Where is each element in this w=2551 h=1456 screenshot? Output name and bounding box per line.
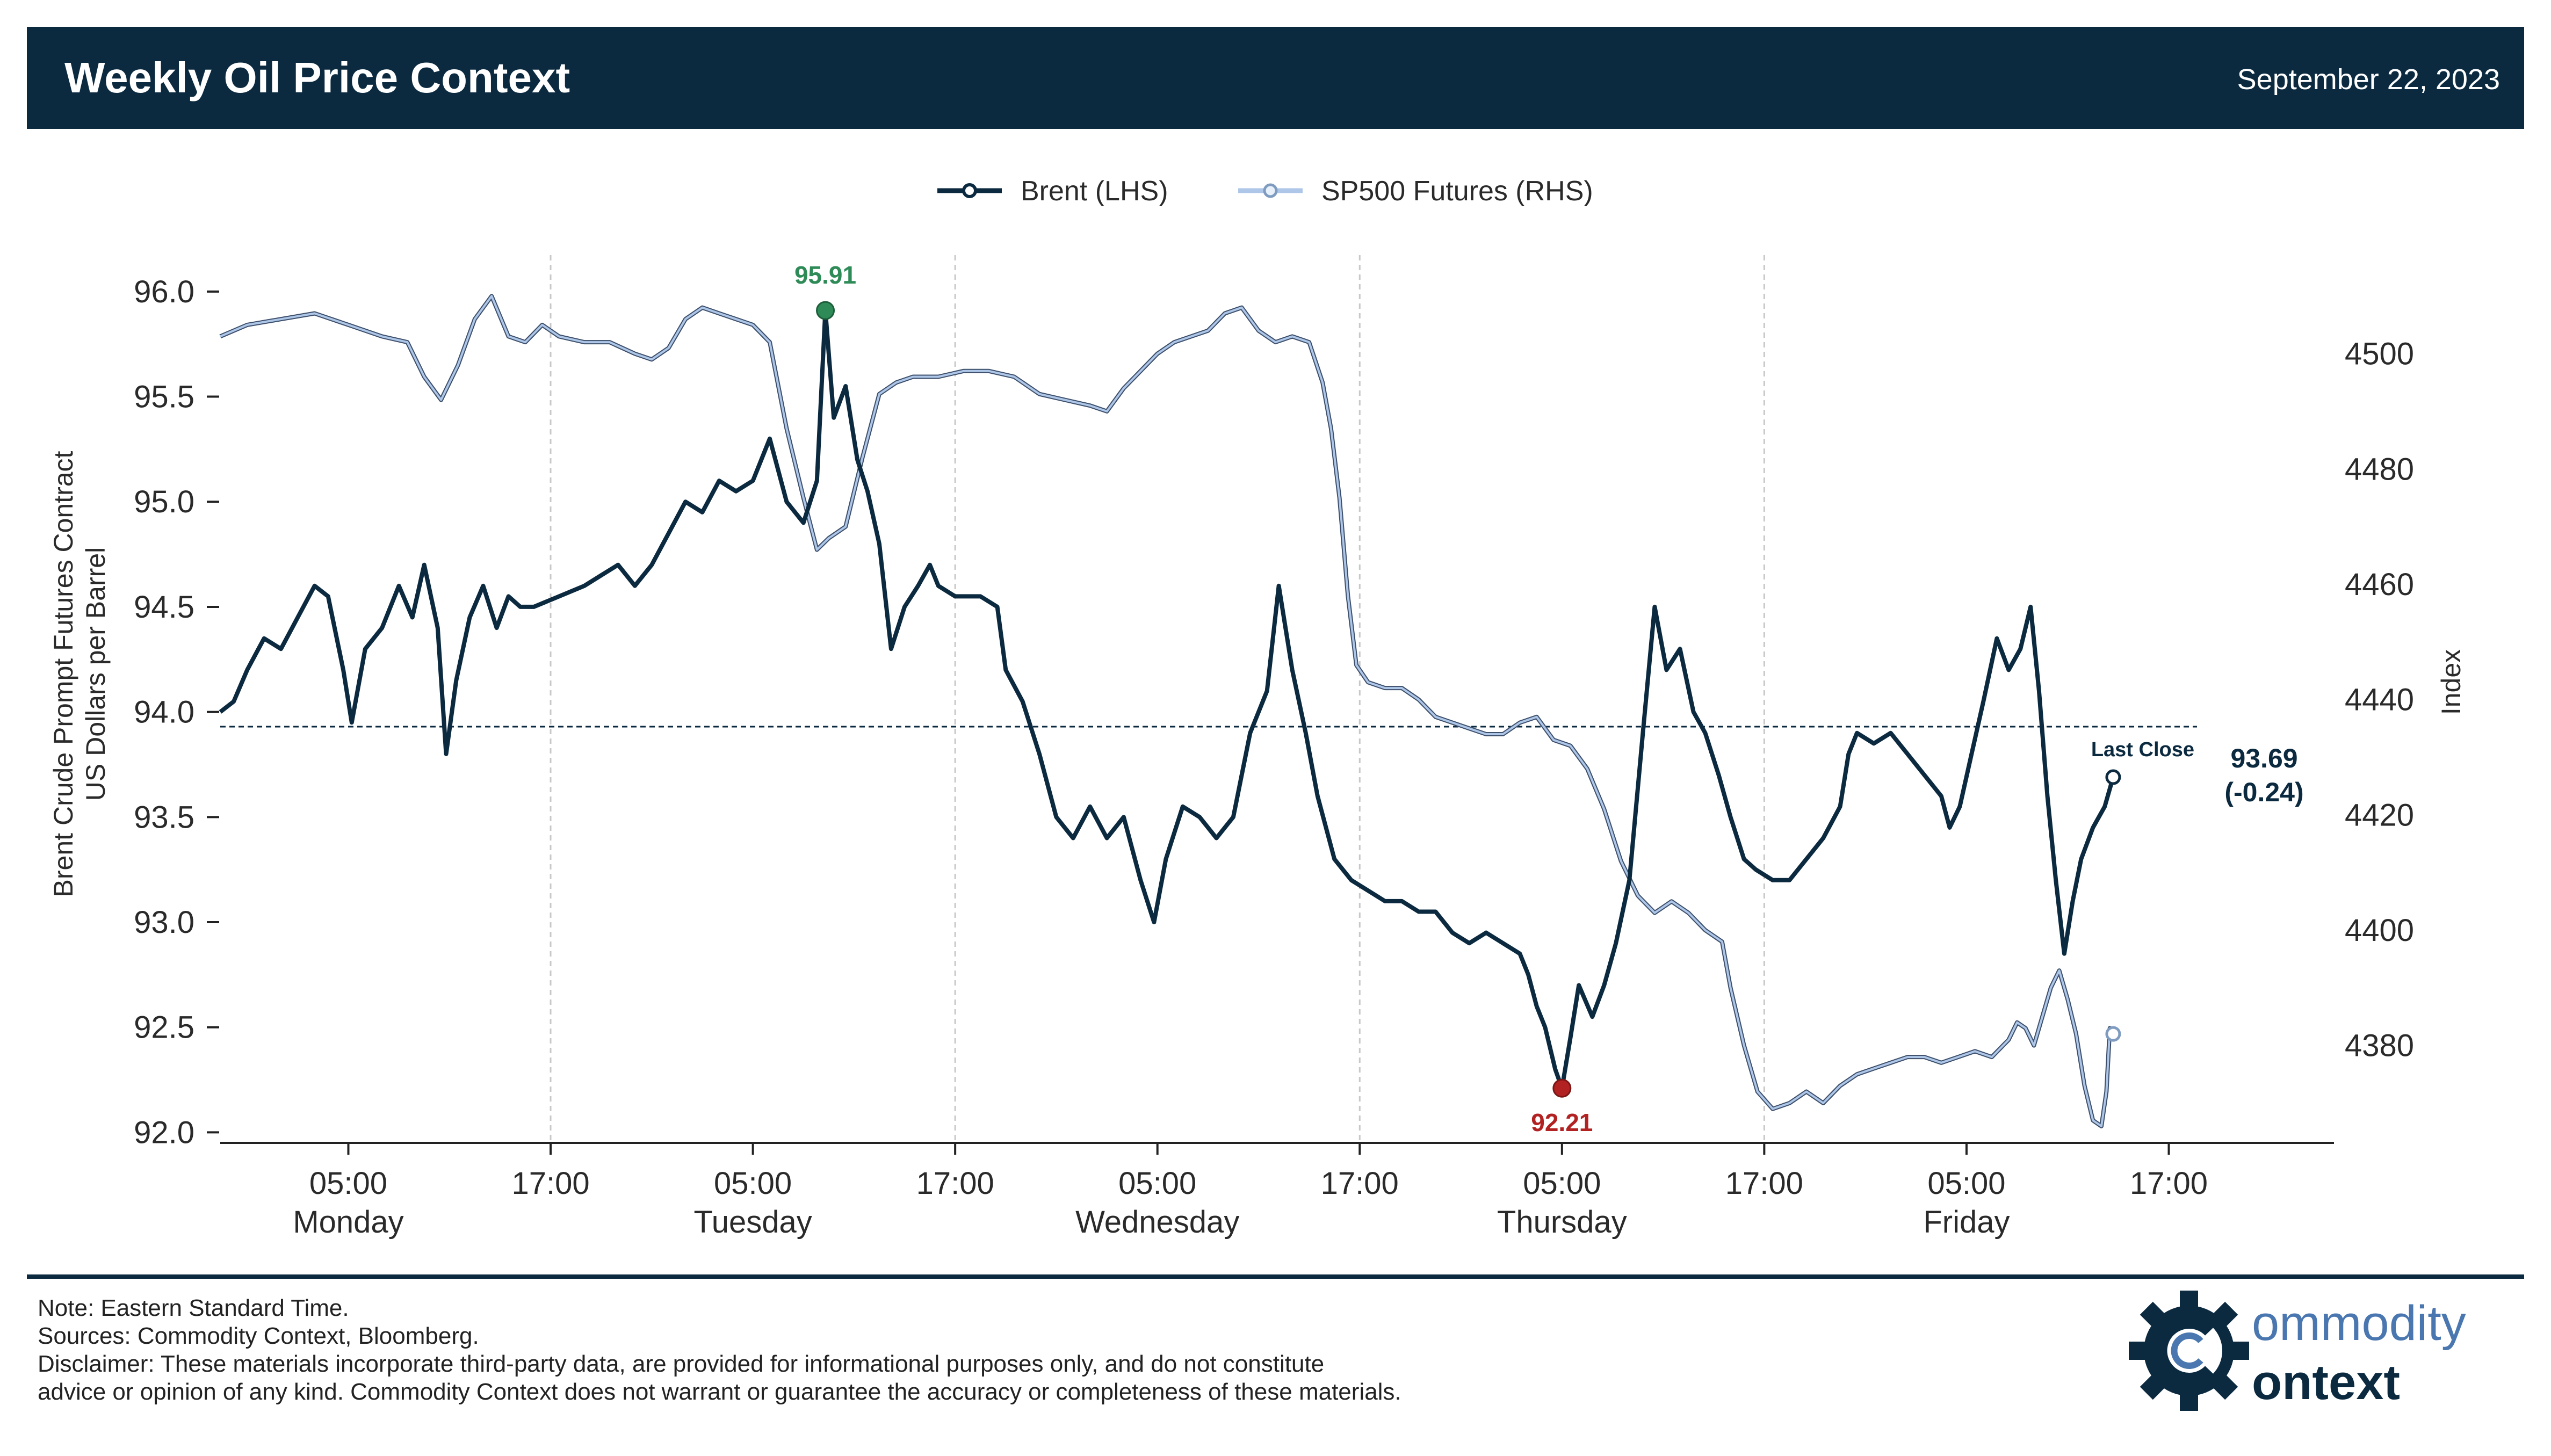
x-tick-time: 17:00 bbox=[2130, 1166, 2208, 1201]
legend-brent-marker bbox=[962, 183, 977, 198]
right-tick-label: 4420 bbox=[2345, 798, 2414, 832]
left-tick-label: 92.0 bbox=[134, 1115, 194, 1150]
chart-date: September 22, 2023 bbox=[2237, 63, 2500, 96]
left-tick-label: 95.0 bbox=[134, 484, 194, 519]
x-tick-time: 17:00 bbox=[916, 1166, 994, 1201]
x-tick-time: 05:00 bbox=[714, 1166, 792, 1201]
series-sp500-outline bbox=[219, 294, 2115, 1128]
right-tick-label: 4400 bbox=[2345, 913, 2414, 948]
x-tick-time: 05:00 bbox=[1523, 1166, 1601, 1201]
left-tick-label: 93.5 bbox=[134, 800, 194, 835]
left-tick-label: 93.0 bbox=[134, 905, 194, 940]
left-tick-label: 95.5 bbox=[134, 380, 194, 415]
x-tick-day: Monday bbox=[293, 1205, 403, 1240]
right-tick-label: 4460 bbox=[2345, 567, 2414, 602]
sp500-end-marker bbox=[2105, 1026, 2121, 1042]
legend-sp500-label: SP500 Futures (RHS) bbox=[1321, 176, 1593, 207]
x-tick-day: Tuesday bbox=[693, 1205, 812, 1240]
disclaimer-line1: Disclaimer: These materials incorporate … bbox=[38, 1351, 1325, 1377]
commodity-context-logo: ommodity ontext bbox=[2129, 1291, 2466, 1411]
left-axis-label-line1: Brent Crude Prompt Futures Contract bbox=[48, 451, 78, 897]
last-close-label: Last Close bbox=[2091, 738, 2194, 761]
last-value-label: 93.69 bbox=[2230, 743, 2297, 773]
left-axis-label-line2: US Dollars per Barrel bbox=[81, 547, 111, 801]
high-label: 95.91 bbox=[794, 261, 856, 289]
right-axis-ticks: 4380 4400 4420 4440 4460 4480 4500 bbox=[2345, 337, 2414, 1063]
x-tick-day: Thursday bbox=[1497, 1205, 1627, 1240]
footer-notes: Note: Eastern Standard Time. Sources: Co… bbox=[38, 1294, 1401, 1406]
footer-divider bbox=[27, 1274, 2524, 1279]
disclaimer-line2: advice or opinion of any kind. Commodity… bbox=[38, 1379, 1401, 1405]
right-tick-label: 4380 bbox=[2345, 1028, 2414, 1063]
left-axis-ticks: 92.0 92.5 93.0 93.5 94.0 94.5 95.0 95.5 96.0 bbox=[134, 274, 219, 1150]
legend: Brent (LHS) SP500 Futures (RHS) bbox=[937, 176, 1593, 207]
logo-word2: ontext bbox=[2252, 1355, 2400, 1410]
chart-title: Weekly Oil Price Context bbox=[64, 54, 570, 102]
x-tick-time: 05:00 bbox=[1118, 1166, 1196, 1201]
x-tick-day: Friday bbox=[1923, 1205, 2010, 1240]
low-label: 92.21 bbox=[1531, 1109, 1593, 1136]
legend-sp500-marker bbox=[1263, 183, 1278, 198]
series-brent-line bbox=[219, 308, 2115, 1091]
x-tick-time: 17:00 bbox=[1725, 1166, 1803, 1201]
note-text: Note: Eastern Standard Time. bbox=[38, 1295, 349, 1321]
x-tick-time: 05:00 bbox=[1927, 1166, 2005, 1201]
right-tick-label: 4440 bbox=[2345, 683, 2414, 718]
gear-icon bbox=[2129, 1291, 2249, 1411]
sources-text: Sources: Commodity Context, Bloomberg. bbox=[38, 1323, 479, 1349]
vertical-gridlines bbox=[550, 255, 1765, 1143]
header-bar: Weekly Oil Price Context September 22, 2… bbox=[27, 27, 2524, 129]
logo-word1: ommodity bbox=[2252, 1296, 2466, 1351]
right-tick-label: 4500 bbox=[2345, 337, 2414, 372]
x-tick-time: 17:00 bbox=[511, 1166, 589, 1201]
brent-end-marker bbox=[2105, 769, 2121, 785]
legend-brent-label: Brent (LHS) bbox=[1021, 176, 1168, 207]
x-tick-time: 17:00 bbox=[1321, 1166, 1399, 1201]
series-sp500-line bbox=[220, 295, 2114, 1127]
right-tick-label: 4480 bbox=[2345, 452, 2414, 487]
left-tick-label: 94.0 bbox=[134, 695, 194, 730]
low-marker bbox=[1552, 1078, 1572, 1098]
x-tick-time: 05:00 bbox=[309, 1166, 387, 1201]
high-marker bbox=[816, 301, 835, 320]
left-tick-label: 94.5 bbox=[134, 590, 194, 625]
left-tick-label: 96.0 bbox=[134, 274, 194, 309]
right-axis-label: Index bbox=[2436, 649, 2466, 715]
chart-svg: Brent (LHS) SP500 Futures (RHS) 05:00 Mon… bbox=[48, 176, 2466, 1240]
x-axis-ticks: 05:00 Monday 17:00 05:00 Tuesday 17:00 05:00 We… bbox=[293, 1143, 2208, 1240]
last-change-label: (-0.24) bbox=[2224, 777, 2303, 807]
left-tick-label: 92.5 bbox=[134, 1010, 194, 1045]
x-tick-day: Wednesday bbox=[1075, 1205, 1239, 1240]
